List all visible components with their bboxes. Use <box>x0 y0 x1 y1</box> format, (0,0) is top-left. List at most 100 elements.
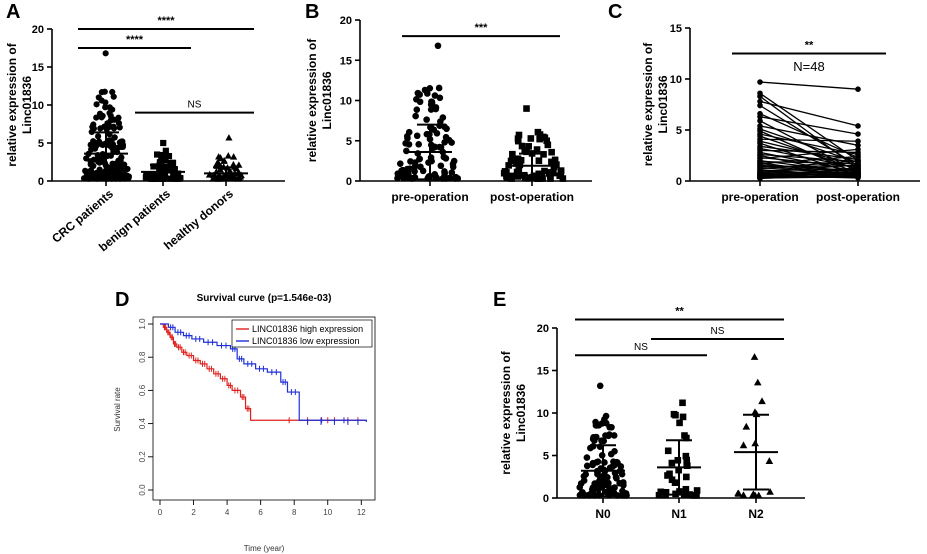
pre-point <box>757 175 763 182</box>
paired-line <box>759 164 859 173</box>
panel-label-c: C <box>608 1 622 23</box>
data-point <box>95 94 102 101</box>
data-point <box>509 157 517 164</box>
data-point <box>412 112 419 120</box>
data-point <box>683 462 691 470</box>
pre-point <box>757 98 763 105</box>
panel-d-survival-curve: Survival curve (p=1.546e-03) 0 2 4 6 8 10 12 0.0… <box>113 293 376 553</box>
data-point <box>547 169 555 176</box>
data-point <box>90 138 97 145</box>
x-category-label: N1 <box>671 507 687 521</box>
y-tick-label: 15 <box>340 55 352 67</box>
data-point <box>583 454 591 461</box>
data-point <box>85 175 92 182</box>
data-point <box>143 171 150 179</box>
sample-size-annotation: N=48 <box>793 59 824 74</box>
data-point <box>548 148 555 156</box>
data-point <box>174 170 182 177</box>
post-point <box>855 138 861 145</box>
pre-point <box>757 79 763 85</box>
data-point <box>679 399 686 407</box>
data-point <box>544 141 552 149</box>
pre-point <box>757 118 763 124</box>
data-point <box>439 114 447 121</box>
y-tick-label: 10 <box>670 74 682 86</box>
y-tick-label: 1.0 <box>138 318 147 330</box>
y-tick-label: 10 <box>340 96 352 108</box>
data-point <box>739 441 748 449</box>
post-point <box>855 164 861 171</box>
data-point <box>664 447 672 455</box>
data-point <box>671 479 679 486</box>
data-point <box>551 156 559 164</box>
data-point <box>587 444 594 452</box>
post-point <box>855 153 861 160</box>
panel-e-scatter: 0 5 10 15 20 relative expression ofLinc01836 N… <box>499 306 805 521</box>
x-category-label: N2 <box>748 507 764 521</box>
data-point <box>750 353 759 360</box>
data-point <box>501 168 509 175</box>
significance-label: NS <box>711 326 725 337</box>
data-point <box>98 114 105 121</box>
data-point <box>165 165 172 172</box>
survival-line-high <box>160 323 367 421</box>
y-axis-label: Survival rate <box>113 387 122 432</box>
y-tick-label: 0.6 <box>138 384 147 396</box>
legend: LINC01836 high expression LINC01836 low e… <box>231 319 373 348</box>
significance-label: **** <box>157 15 175 27</box>
data-point <box>177 175 184 182</box>
data-point <box>96 166 103 173</box>
data-point <box>125 173 132 180</box>
data-point <box>454 175 462 182</box>
data-point <box>101 159 108 167</box>
y-axis-label-line: relative expression of <box>641 42 655 166</box>
data-point <box>119 143 126 151</box>
pre-point <box>757 93 763 100</box>
data-point <box>91 145 99 152</box>
x-tick-label: 0 <box>158 508 163 517</box>
data-point <box>523 148 530 156</box>
data-point <box>87 168 94 175</box>
data-point <box>108 137 115 144</box>
data-point <box>229 160 237 168</box>
panel-label-e: E <box>493 289 506 311</box>
data-point <box>417 163 424 171</box>
data-point <box>398 172 406 180</box>
data-point <box>606 491 613 499</box>
data-point <box>431 92 439 99</box>
y-tick-label: 15 <box>670 23 682 35</box>
data-point <box>514 155 522 163</box>
data-point <box>582 471 590 478</box>
y-axis-label-line: Linc01836 <box>320 71 334 129</box>
data-point <box>167 159 174 167</box>
data-point <box>224 152 232 159</box>
data-point <box>427 154 435 161</box>
data-point <box>604 482 612 490</box>
data-point <box>657 488 665 496</box>
data-point <box>112 160 119 167</box>
data-point <box>508 175 515 182</box>
significance-label: *** <box>475 22 489 34</box>
data-point <box>515 131 523 139</box>
data-point <box>115 114 122 121</box>
data-point <box>93 101 100 108</box>
data-point <box>154 151 161 158</box>
paired-line <box>759 125 859 146</box>
paired-line <box>759 81 859 90</box>
paired-line <box>759 174 859 180</box>
y-tick-label: 0.0 <box>138 484 147 496</box>
x-category-label: post-operation <box>816 190 900 204</box>
data-point <box>101 88 108 95</box>
pre-point <box>757 102 763 109</box>
data-point <box>679 413 687 421</box>
y-tick-label: 15 <box>537 366 549 378</box>
data-point <box>739 491 748 499</box>
data-point <box>403 147 410 155</box>
data-point <box>405 141 413 148</box>
data-point <box>106 109 113 117</box>
x-tick-label: 4 <box>225 508 230 517</box>
data-point <box>413 132 421 140</box>
data-point <box>607 450 615 458</box>
paired-line <box>759 116 859 135</box>
